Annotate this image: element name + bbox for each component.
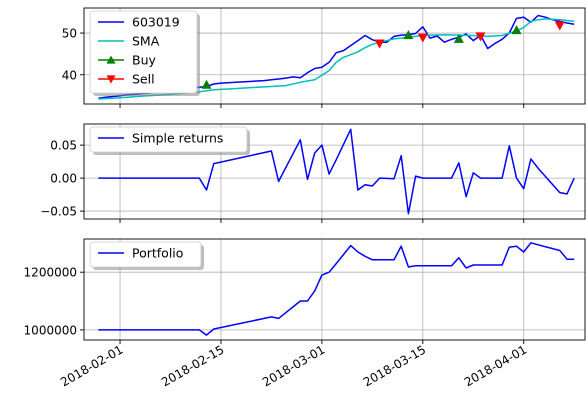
plot-area bbox=[98, 14, 575, 100]
series-line-0 bbox=[98, 242, 575, 336]
sell-marker bbox=[374, 39, 385, 49]
buy-marker bbox=[453, 33, 464, 43]
y-tick-label: 50 bbox=[62, 27, 77, 41]
x-tick-label: 2018-03-01 bbox=[260, 342, 327, 389]
panel-portfolio: 1000000 1200000 2018-02-01 2018-02-15 2018-0… bbox=[24, 238, 586, 389]
panel-price: 40 50 603019 SMA Buy Sell bbox=[62, 7, 586, 108]
sell-marker bbox=[554, 21, 565, 31]
legend: 603019 SMA Buy Sell bbox=[89, 10, 200, 96]
legend-marker bbox=[106, 75, 116, 84]
legend-box bbox=[89, 126, 248, 153]
legend-label: Sell bbox=[132, 72, 155, 87]
y-tick-label: 1200000 bbox=[24, 266, 77, 280]
x-tick-label: 2018-03-15 bbox=[361, 342, 428, 389]
x-tick-label: 2018-04-01 bbox=[462, 342, 529, 389]
buy-marker bbox=[511, 25, 522, 35]
y-tick-label: 0.00 bbox=[50, 172, 77, 186]
axes-frame bbox=[83, 123, 586, 220]
panel-returns: −0.05 0.00 0.05 Simple returns bbox=[40, 123, 586, 223]
legend: Portfolio bbox=[89, 241, 204, 270]
x-tick-label: 2018-02-01 bbox=[58, 342, 125, 389]
legend-box bbox=[89, 241, 202, 268]
y-tick-label: −0.05 bbox=[40, 205, 77, 219]
plot-area bbox=[98, 128, 575, 215]
sell-marker bbox=[417, 33, 428, 43]
legend-label: SMA bbox=[132, 34, 160, 49]
axes-frame bbox=[83, 7, 586, 105]
series-line-0 bbox=[98, 128, 575, 215]
plot-area bbox=[98, 242, 575, 336]
legend: Simple returns bbox=[89, 126, 250, 155]
series-line-1 bbox=[98, 18, 575, 100]
buy-marker bbox=[201, 79, 212, 89]
legend-label: Simple returns bbox=[132, 131, 223, 146]
y-tick-label: 1000000 bbox=[24, 323, 77, 337]
axes-frame bbox=[83, 238, 586, 341]
x-tick-label: 2018-02-15 bbox=[159, 342, 226, 389]
sell-marker bbox=[475, 32, 486, 42]
buy-marker bbox=[403, 30, 414, 40]
legend-label: 603019 bbox=[132, 15, 180, 30]
y-tick-label: 0.05 bbox=[50, 139, 77, 153]
y-tick-label: 40 bbox=[62, 68, 77, 82]
legend-label: Buy bbox=[132, 53, 156, 68]
legend-marker bbox=[106, 55, 116, 64]
legend-label: Portfolio bbox=[132, 246, 183, 261]
legend-box bbox=[89, 10, 198, 94]
